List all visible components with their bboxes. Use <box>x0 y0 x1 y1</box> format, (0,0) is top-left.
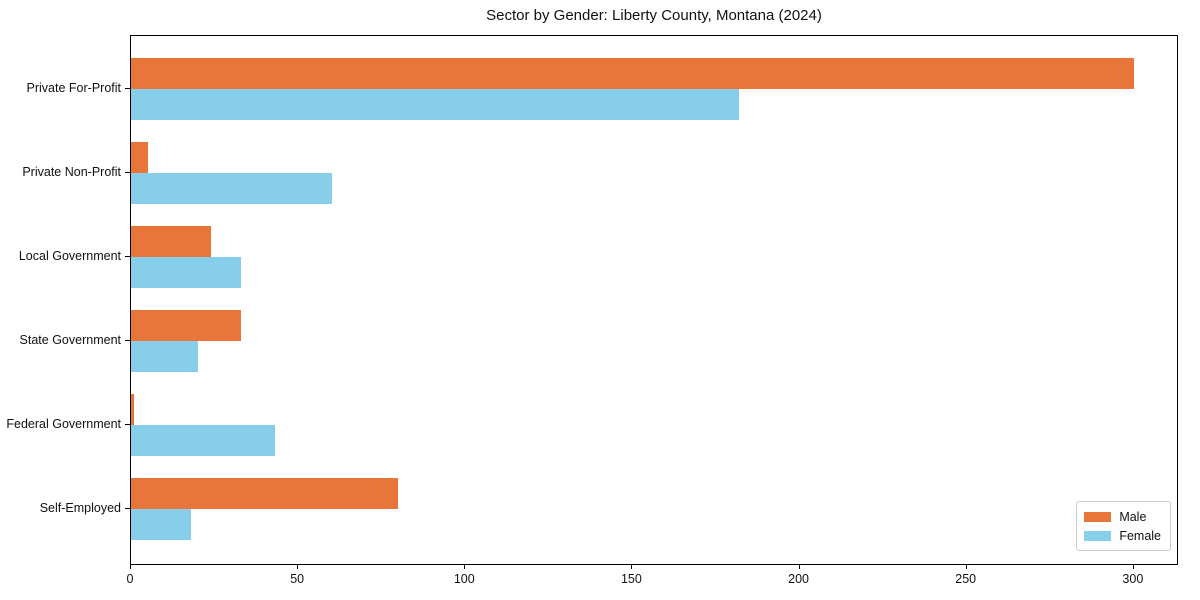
bar-female-3 <box>131 257 242 288</box>
chart-title: Sector by Gender: Liberty County, Montan… <box>486 7 822 24</box>
x-tick-mark <box>297 565 299 569</box>
legend-item-female: Female <box>1084 526 1161 545</box>
y-tick-label: Private For-Profit <box>26 81 121 95</box>
y-tick-label: Self-Employed <box>39 501 121 515</box>
x-tick-label: 250 <box>955 572 977 586</box>
bar-female-5 <box>131 425 275 456</box>
x-tick-mark <box>130 565 131 569</box>
y-tick-mark <box>125 88 130 89</box>
x-tick-mark <box>464 565 466 569</box>
y-tick-mark <box>125 340 130 341</box>
x-tick-mark <box>631 565 633 569</box>
x-tick-mark <box>1132 565 1134 569</box>
x-tick-label: 0 <box>126 572 134 586</box>
x-tick-mark <box>798 565 800 569</box>
x-tick-label: 150 <box>620 572 642 586</box>
legend: Male Female <box>1076 501 1171 551</box>
bar-male-4 <box>131 310 242 341</box>
bar-male-3 <box>131 226 212 257</box>
x-tick-label: 100 <box>453 572 475 586</box>
y-tick-label: Federal Government <box>6 417 121 431</box>
y-tick-label: Private Non-Profit <box>22 165 121 179</box>
bar-male-1 <box>131 58 1134 89</box>
x-tick-label: 300 <box>1122 572 1144 586</box>
legend-item-male: Male <box>1084 507 1161 526</box>
bar-male-5 <box>131 394 135 425</box>
y-tick-mark <box>125 256 130 257</box>
y-tick-mark <box>125 172 130 173</box>
x-tick-label: 200 <box>788 572 809 586</box>
y-tick-mark <box>125 508 130 509</box>
bar-female-6 <box>131 509 192 540</box>
plot-area: Male Female <box>130 35 1178 565</box>
bar-male-2 <box>131 142 148 173</box>
y-tick-label: State Government <box>19 333 121 347</box>
bar-male-6 <box>131 478 399 509</box>
bar-female-4 <box>131 341 198 372</box>
legend-label-female: Female <box>1119 528 1161 543</box>
bar-female-2 <box>131 173 332 204</box>
legend-items: Male Female <box>1084 507 1161 545</box>
legend-swatch-male <box>1084 511 1112 522</box>
x-tick-label: 50 <box>290 572 305 586</box>
x-tick-mark <box>965 565 967 569</box>
legend-swatch-female <box>1084 530 1112 541</box>
legend-label-male: Male <box>1119 509 1147 524</box>
y-tick-mark <box>125 424 130 425</box>
y-tick-label: Local Government <box>18 249 121 263</box>
bar-female-1 <box>131 89 740 120</box>
